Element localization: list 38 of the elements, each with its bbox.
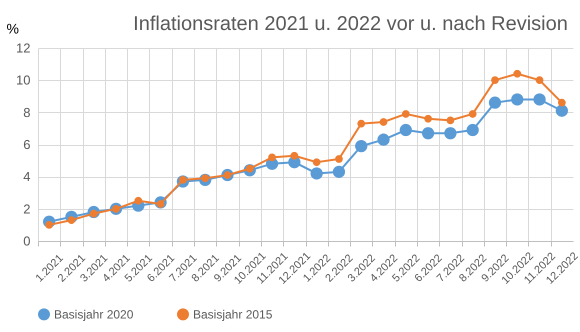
point <box>488 96 502 109</box>
point <box>290 152 298 160</box>
point <box>332 166 346 178</box>
point <box>468 110 477 118</box>
point <box>536 76 544 84</box>
point <box>558 98 566 107</box>
point <box>466 124 479 136</box>
point <box>377 134 390 146</box>
point <box>400 124 412 136</box>
point <box>402 110 410 118</box>
point <box>355 140 368 152</box>
point <box>424 114 432 123</box>
chart-title: Inflationsraten 2021 u. 2022 vor u. nach Revision <box>133 13 568 35</box>
point <box>513 70 522 78</box>
y-tick-label: 10 <box>16 72 30 88</box>
point <box>556 104 568 117</box>
y-tick-label: 0 <box>23 234 30 248</box>
point <box>310 167 323 180</box>
y-tick-label: 4 <box>23 169 30 184</box>
y-tick-label: 8 <box>23 104 30 120</box>
legend-label: Basisjahr 2020 <box>54 307 134 322</box>
point <box>444 127 457 140</box>
point <box>380 118 388 126</box>
point <box>446 116 454 124</box>
y-axis-title: % <box>6 20 19 36</box>
y-tick-label: 2 <box>23 201 30 216</box>
point <box>533 93 546 106</box>
y-tick-label: 6 <box>23 137 30 152</box>
point <box>335 155 343 163</box>
point <box>134 196 142 205</box>
point <box>268 154 276 162</box>
point <box>312 158 321 166</box>
legend-label: Basisjahr 2015 <box>193 307 273 322</box>
point <box>511 93 524 106</box>
point <box>422 127 434 140</box>
point <box>491 76 499 84</box>
point <box>357 120 366 128</box>
y-tick-label: 12 <box>16 40 30 56</box>
